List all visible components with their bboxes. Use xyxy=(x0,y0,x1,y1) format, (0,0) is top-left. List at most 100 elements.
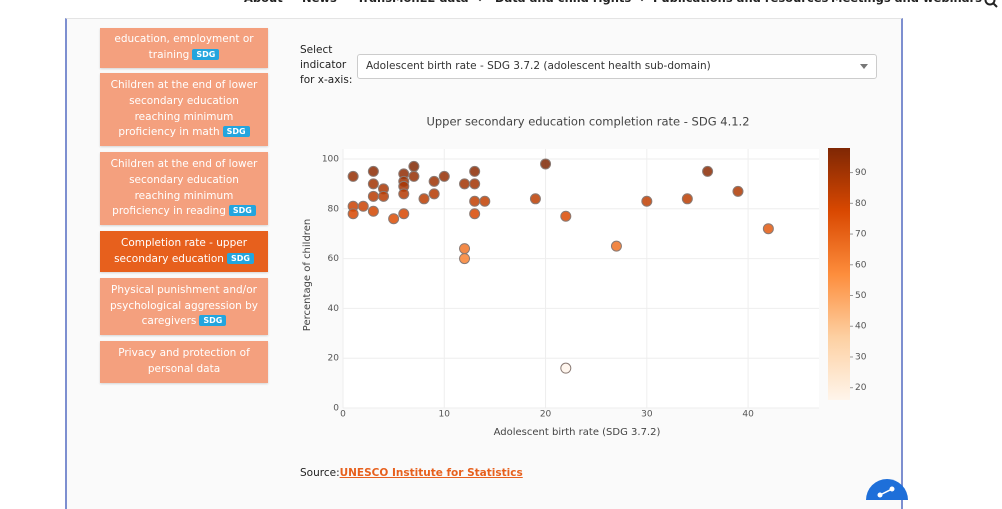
nav-label: TransMonEE data xyxy=(357,0,469,5)
scatter-point xyxy=(762,223,774,235)
nav-item[interactable]: TransMonEE data xyxy=(357,0,485,5)
nav-label: Publications and resources xyxy=(653,0,828,5)
x-tick-label: 0 xyxy=(340,410,346,420)
source: Source:UNESCO Institute for Statistics xyxy=(300,467,523,479)
scatter-point xyxy=(378,190,390,202)
x-tick-label: 10 xyxy=(439,410,451,420)
y-tick-label: 40 xyxy=(328,304,340,314)
scatter-point xyxy=(367,165,379,177)
nav-item[interactable]: Meetings and webinars xyxy=(831,0,982,5)
colorbar-tick-label: 70 xyxy=(855,230,867,240)
nav-item[interactable]: Data and child rights xyxy=(495,0,647,5)
source-link[interactable]: UNESCO Institute for Statistics xyxy=(339,467,523,479)
chart: Upper secondary education completion rat… xyxy=(302,115,867,439)
x-tick-label: 40 xyxy=(742,410,754,420)
nav-label: About xyxy=(244,0,283,5)
sidebar-text: Completion rate - upper secondary educat… xyxy=(108,236,260,267)
sidebar-label: Privacy and protection of personal data xyxy=(118,347,250,375)
colorbar-tick-label: 20 xyxy=(855,383,867,393)
scatter-point xyxy=(388,213,400,225)
sidebar-button[interactable]: Children at the end of lower secondary e… xyxy=(100,152,268,225)
scatter-point xyxy=(641,195,653,207)
sidebar-text: education, employment or training SDG xyxy=(108,32,260,63)
sidebar-text: Children at the end of lower secondary e… xyxy=(108,78,260,141)
sidebar-button[interactable]: Completion rate - upper secondary educat… xyxy=(100,231,268,272)
sdg-badge: SDG xyxy=(228,205,256,217)
nav-label: Data and child rights xyxy=(495,0,631,5)
colorbar-tick-label: 80 xyxy=(855,199,867,209)
colorbar-tick-label: 90 xyxy=(855,168,867,178)
scatter-point xyxy=(469,165,481,177)
scatter-point xyxy=(459,253,471,265)
scatter-point xyxy=(732,185,744,197)
scatter-point xyxy=(428,175,440,187)
sidebar-text: Privacy and protection of personal data xyxy=(108,346,260,377)
nav-item[interactable]: News xyxy=(302,0,337,5)
scatter-point xyxy=(398,208,410,220)
scatter-point xyxy=(367,205,379,217)
colorbar-tick-label: 30 xyxy=(855,352,867,362)
scatter-point xyxy=(357,200,369,212)
share-button[interactable] xyxy=(865,478,909,500)
sidebar-button[interactable]: education, employment or training SDG xyxy=(100,28,268,68)
select-label: Select indicator for x-axis: xyxy=(300,44,353,86)
scatter-point xyxy=(408,160,420,172)
colorbar-tick-label: 50 xyxy=(855,291,867,301)
y-tick-label: 100 xyxy=(322,154,339,164)
sidebar-label: Completion rate - upper secondary educat… xyxy=(114,236,248,265)
x-axis-label: Adolescent birth rate (SDG 3.7.2) xyxy=(494,427,661,438)
y-tick-label: 0 xyxy=(333,404,339,414)
chart-title: Upper secondary education completion rat… xyxy=(426,115,749,129)
y-axis-label: Percentage of children xyxy=(302,219,313,331)
scatter-point xyxy=(367,190,379,202)
scatter-point xyxy=(459,178,471,190)
scatter-point xyxy=(681,193,693,205)
plot-background xyxy=(343,149,819,408)
sidebar-label: education, employment or training xyxy=(114,33,254,61)
sidebar-button[interactable]: Children at the end of lower secondary e… xyxy=(100,73,268,146)
sidebar-button[interactable]: Privacy and protection of personal data xyxy=(100,341,268,383)
scatter-point xyxy=(408,170,420,182)
scatter-point xyxy=(540,158,552,170)
colorbar-tick-label: 60 xyxy=(855,260,867,270)
scatter-point xyxy=(347,208,359,220)
nav-item[interactable]: Publications and resources xyxy=(653,0,828,5)
scatter-point xyxy=(398,188,410,200)
nav-item[interactable]: About xyxy=(244,0,283,5)
scatter-point xyxy=(418,193,430,205)
colorbar-tick-label: 40 xyxy=(855,322,867,332)
y-tick-label: 80 xyxy=(328,204,340,214)
x-tick-label: 20 xyxy=(540,410,552,420)
select-value: Adolescent birth rate - SDG 3.7.2 (adole… xyxy=(366,60,711,72)
sidebar-text: Children at the end of lower secondary e… xyxy=(108,157,260,220)
scatter-point xyxy=(367,178,379,190)
colorbar xyxy=(828,148,850,400)
source-label: Source: xyxy=(300,467,340,479)
sidebar-label: Children at the end of lower secondary e… xyxy=(110,79,258,139)
sidebar-text: Physical punishment and/or psychological… xyxy=(108,283,260,330)
scatter-point xyxy=(469,195,481,207)
y-tick-label: 20 xyxy=(328,354,340,364)
nav-label: Meetings and webinars xyxy=(831,0,982,5)
nav-caret xyxy=(640,0,644,2)
scatter-point xyxy=(560,362,572,374)
scatter-point xyxy=(610,240,622,252)
sdg-badge: SDG xyxy=(192,49,220,60)
scatter-point xyxy=(479,195,491,207)
y-tick-label: 60 xyxy=(328,254,340,264)
scatter-point xyxy=(702,165,714,177)
sdg-badge: SDG xyxy=(199,315,227,327)
sidebar-button[interactable]: Physical punishment and/or psychological… xyxy=(100,278,268,335)
scatter-point xyxy=(459,243,471,255)
scatter-point xyxy=(529,193,541,205)
x-tick-label: 30 xyxy=(641,410,653,420)
sidebar-label: Physical punishment and/or psychological… xyxy=(109,283,259,328)
sdg-badge: SDG xyxy=(222,126,250,138)
indicator-select[interactable]: Adolescent birth rate - SDG 3.7.2 (adole… xyxy=(357,54,877,79)
sidebar-label: Children at the end of lower secondary e… xyxy=(110,158,258,218)
select-caret xyxy=(860,64,868,69)
search-icon[interactable] xyxy=(984,0,998,8)
sdg-badge: SDG xyxy=(226,252,254,264)
nav-label: News xyxy=(302,0,337,5)
